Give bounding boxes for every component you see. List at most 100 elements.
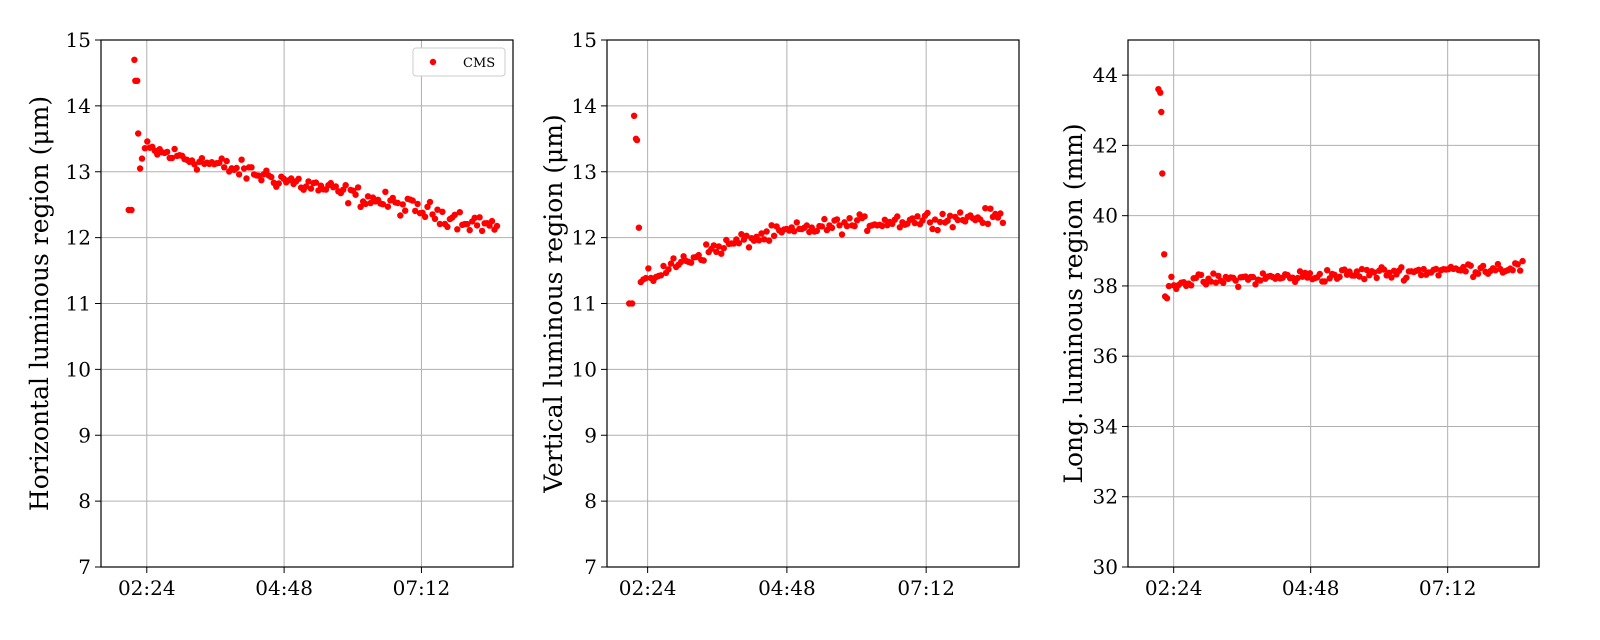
data-point bbox=[984, 220, 992, 227]
data-point bbox=[881, 216, 888, 223]
y-tick-label: 34 bbox=[1093, 414, 1118, 438]
y-tick-label: 9 bbox=[584, 423, 597, 447]
y-tick-label: 14 bbox=[66, 94, 91, 118]
data-point bbox=[755, 237, 763, 244]
data-point bbox=[846, 215, 853, 222]
data-point bbox=[1479, 262, 1487, 270]
data-point bbox=[1301, 269, 1309, 277]
data-point bbox=[936, 218, 944, 226]
data-point bbox=[1462, 268, 1469, 275]
data-point bbox=[258, 177, 265, 184]
y-tick-label: 30 bbox=[1093, 555, 1118, 579]
data-point bbox=[818, 223, 826, 230]
data-point bbox=[1188, 282, 1195, 289]
data-point bbox=[315, 187, 322, 194]
data-point bbox=[735, 240, 743, 247]
data-point bbox=[248, 164, 255, 171]
data-point bbox=[1373, 274, 1380, 282]
data-point bbox=[1432, 265, 1440, 273]
data-point bbox=[864, 227, 871, 234]
data-point bbox=[665, 266, 672, 273]
data-point bbox=[703, 241, 710, 248]
data-point bbox=[939, 210, 946, 218]
data-point bbox=[914, 213, 921, 220]
data-point bbox=[1316, 270, 1324, 278]
data-point bbox=[1210, 270, 1217, 277]
data-point bbox=[1380, 266, 1388, 273]
y-tick-label: 14 bbox=[572, 94, 597, 118]
data-point bbox=[235, 171, 243, 178]
data-point bbox=[456, 209, 463, 216]
data-point bbox=[144, 138, 151, 145]
data-point bbox=[1388, 274, 1395, 281]
data-point bbox=[1165, 282, 1173, 290]
data-point bbox=[221, 164, 228, 171]
data-point bbox=[444, 223, 451, 230]
plot-frame bbox=[1127, 39, 1540, 568]
data-point bbox=[911, 219, 919, 227]
data-point bbox=[745, 244, 753, 251]
y-tick-label: 10 bbox=[66, 357, 91, 381]
y-axis-label: Horizontal luminous region (μm) bbox=[25, 96, 54, 511]
data-point bbox=[135, 130, 142, 137]
data-point bbox=[421, 213, 429, 220]
data-point bbox=[493, 222, 501, 230]
data-point bbox=[715, 243, 722, 250]
y-tick-label: 8 bbox=[78, 489, 91, 513]
data-point bbox=[1494, 260, 1502, 268]
data-point bbox=[154, 151, 161, 158]
data-point bbox=[979, 219, 986, 226]
data-point bbox=[307, 185, 315, 192]
data-point bbox=[439, 208, 446, 215]
data-point bbox=[134, 77, 141, 85]
data-point bbox=[302, 183, 310, 190]
data-point bbox=[710, 242, 717, 249]
data-point bbox=[1341, 266, 1348, 273]
data-point bbox=[718, 250, 725, 257]
data-point bbox=[929, 225, 936, 233]
y-tick-label: 9 bbox=[78, 423, 91, 447]
data-point bbox=[168, 154, 176, 162]
data-point bbox=[765, 237, 773, 244]
data-point bbox=[828, 224, 836, 231]
data-point bbox=[823, 226, 831, 234]
data-point bbox=[238, 156, 245, 163]
data-point bbox=[630, 112, 638, 120]
data-point bbox=[352, 191, 359, 198]
data-point bbox=[770, 232, 778, 239]
data-point bbox=[760, 236, 768, 243]
plot-frame bbox=[606, 39, 1020, 568]
data-point bbox=[1235, 283, 1242, 290]
data-point bbox=[436, 220, 444, 228]
data-point bbox=[243, 175, 250, 182]
data-point bbox=[268, 173, 275, 181]
y-tick-label: 15 bbox=[66, 28, 91, 52]
data-point bbox=[263, 167, 270, 174]
y-tick-label: 11 bbox=[572, 292, 597, 316]
data-point bbox=[305, 178, 312, 185]
data-point bbox=[821, 215, 828, 223]
y-tick-label: 8 bbox=[584, 489, 597, 513]
y-tick-label: 40 bbox=[1093, 204, 1118, 228]
data-point bbox=[1363, 266, 1371, 274]
data-point bbox=[1356, 273, 1363, 280]
data-point bbox=[931, 216, 939, 223]
data-point bbox=[434, 206, 441, 213]
data-point bbox=[894, 213, 901, 220]
data-point bbox=[1474, 270, 1482, 277]
data-point bbox=[1420, 265, 1427, 273]
data-point bbox=[1294, 274, 1301, 282]
data-point bbox=[164, 148, 171, 156]
data-point bbox=[758, 230, 765, 237]
data-point bbox=[218, 155, 225, 162]
data-point bbox=[713, 248, 720, 255]
data-point bbox=[414, 200, 421, 208]
data-point bbox=[1232, 277, 1239, 284]
data-point bbox=[1467, 262, 1474, 269]
data-point bbox=[471, 214, 478, 221]
data-point bbox=[1324, 267, 1331, 274]
data-point bbox=[1492, 267, 1499, 274]
data-point bbox=[1321, 278, 1328, 285]
data-point bbox=[345, 200, 352, 207]
